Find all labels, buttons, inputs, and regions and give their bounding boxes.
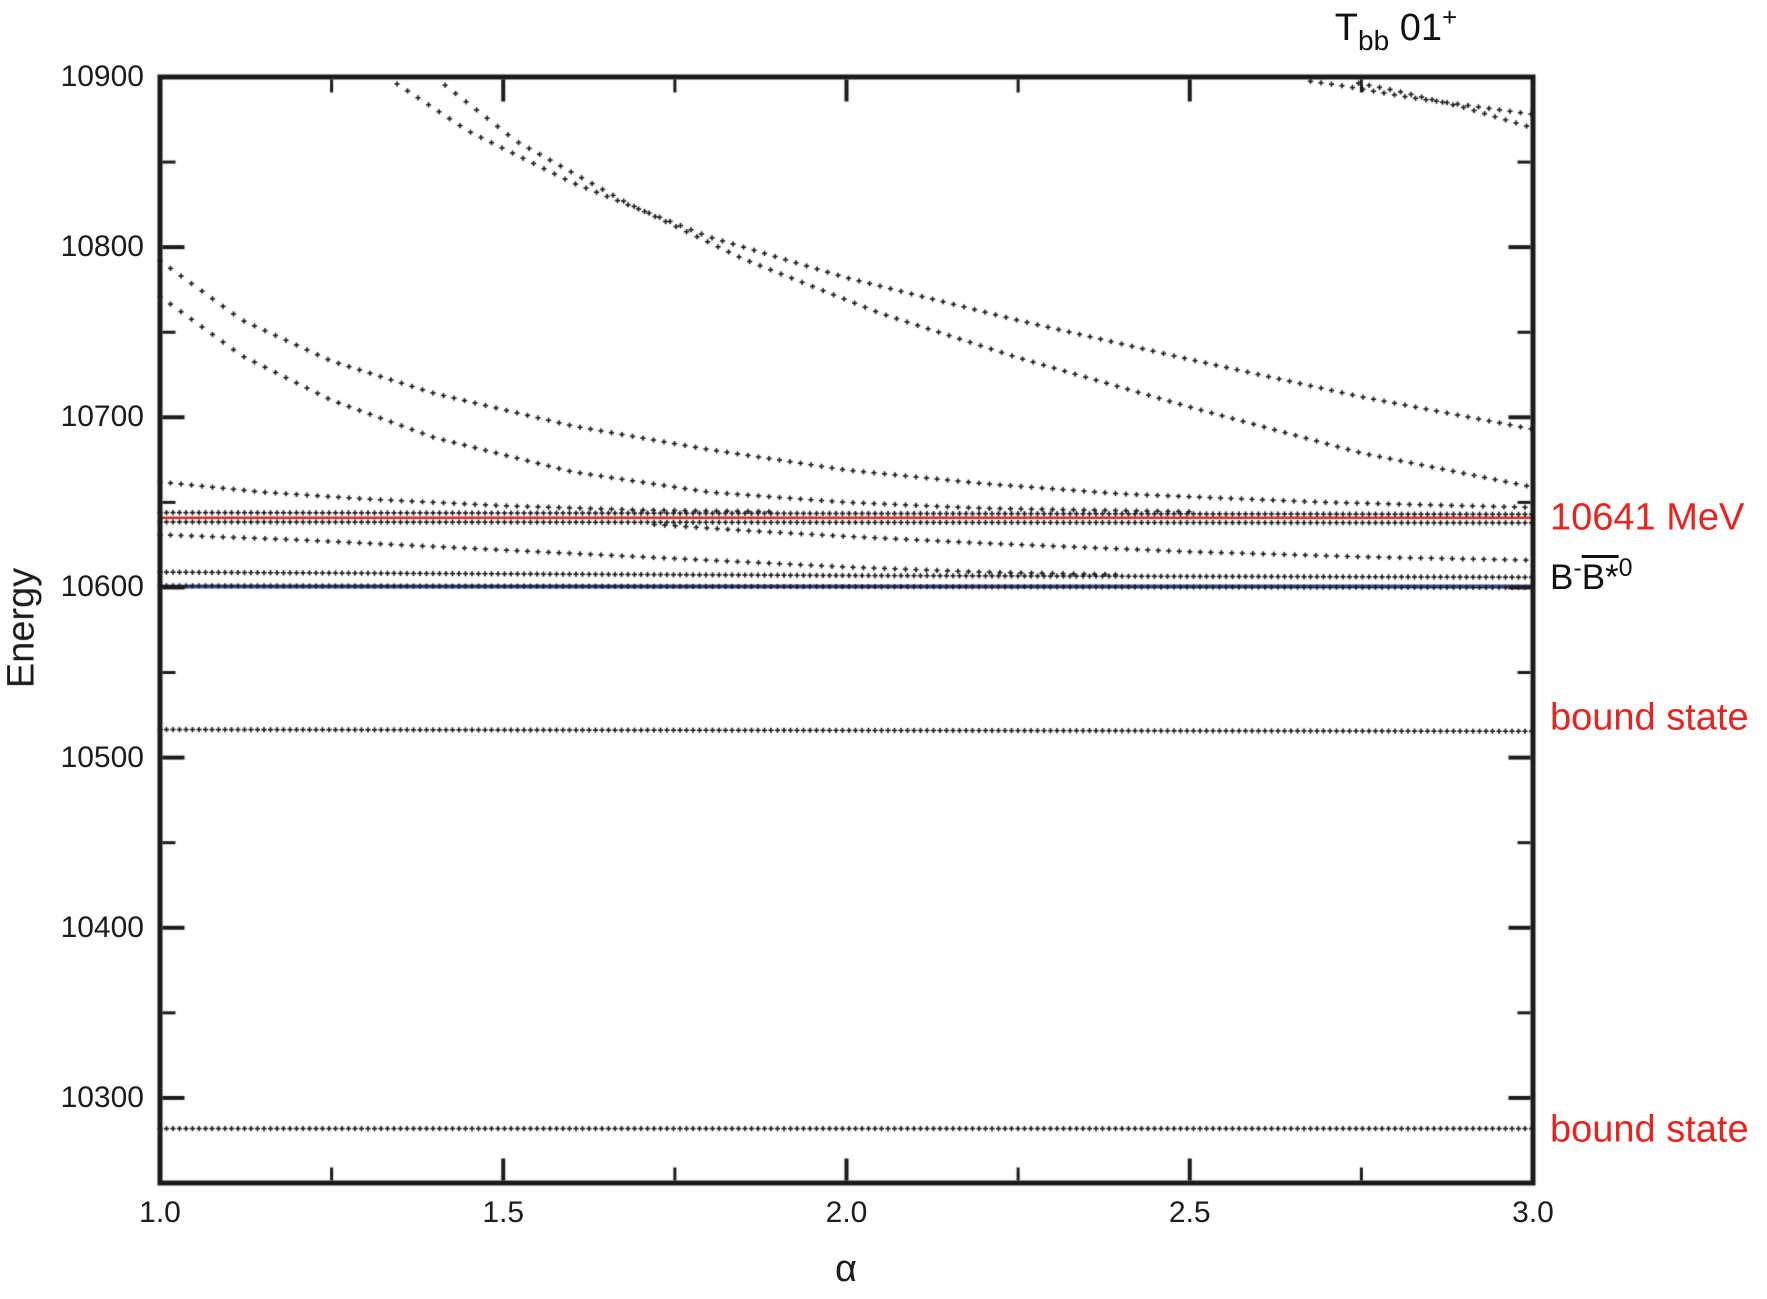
y-tick-label: 10900 <box>60 60 144 93</box>
bound-state-annotation-2: bound state <box>1550 1108 1749 1151</box>
x-tick-label: 2.0 <box>825 1196 868 1229</box>
title-superscript: + <box>1442 2 1458 32</box>
threshold-meson2: B* <box>1581 557 1619 597</box>
x-tick-label: 2.5 <box>1168 1196 1211 1229</box>
y-tick-label: 10600 <box>60 570 144 604</box>
x-tick-label: 1.0 <box>139 1196 181 1229</box>
chart-title: Tbb 01+ <box>1335 2 1457 57</box>
x-axis-title: α <box>835 1248 857 1290</box>
title-symbol: T <box>1334 7 1359 49</box>
threshold-annotation: B-B*0 <box>1550 554 1633 598</box>
title-subscript: bb <box>1358 25 1390 56</box>
bound-state-annotation-1: bound state <box>1550 696 1749 739</box>
x-tick-label: 3.0 <box>1512 1196 1554 1229</box>
x-tick-label: 1.5 <box>482 1196 525 1229</box>
threshold-charge2: 0 <box>1618 553 1633 582</box>
y-tick-label: 10400 <box>60 910 144 944</box>
resonance-annotation: 10641 MeV <box>1550 496 1745 539</box>
y-tick-label: 10500 <box>60 740 144 774</box>
title-state: 01 <box>1399 7 1443 49</box>
y-tick-label: 10300 <box>60 1080 144 1114</box>
y-tick-label: 10800 <box>60 230 144 264</box>
threshold-meson1: B <box>1550 557 1574 597</box>
threshold-charge1: - <box>1573 553 1582 582</box>
y-tick-label: 10700 <box>60 400 144 434</box>
